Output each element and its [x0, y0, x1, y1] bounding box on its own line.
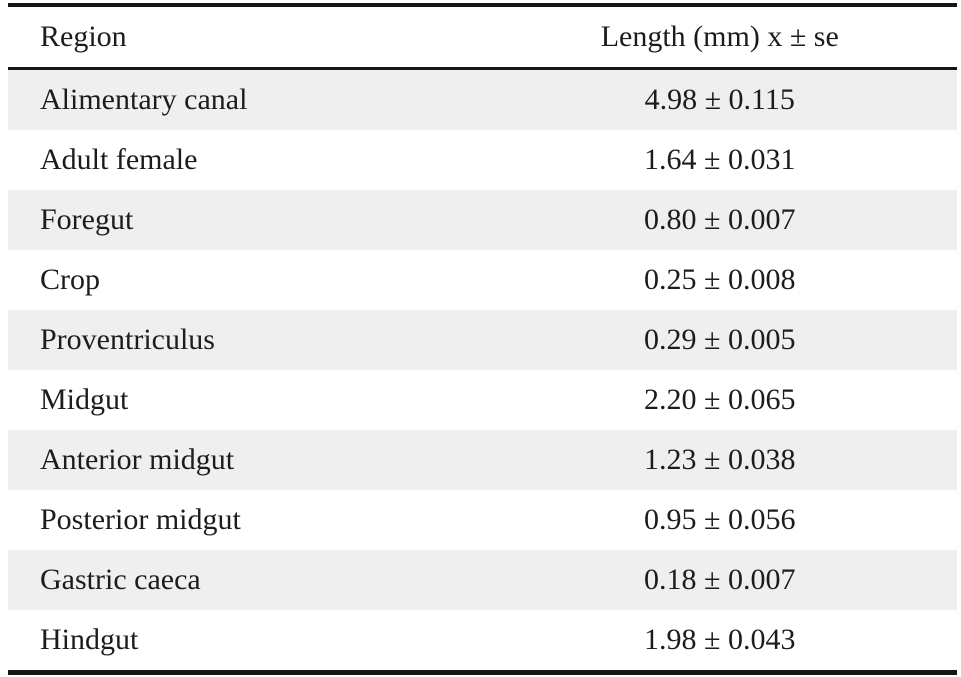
length-cell: 0.80 ± 0.007: [644, 203, 796, 236]
region-cell: Alimentary canal: [40, 83, 248, 116]
bottom-rule: [8, 670, 957, 675]
table-row: Adult female 1.64 ± 0.031: [8, 130, 957, 190]
table-row: Foregut 0.80 ± 0.007: [8, 190, 957, 250]
top-rule: [8, 3, 957, 7]
table-row: Hindgut 1.98 ± 0.043: [8, 610, 957, 670]
table-row: Crop 0.25 ± 0.008: [8, 250, 957, 310]
length-cell: 0.18 ± 0.007: [644, 563, 796, 596]
region-cell: Proventriculus: [40, 323, 215, 356]
table-body: Alimentary canal 4.98 ± 0.115 Adult female…: [8, 70, 957, 670]
header-separator-rule: [8, 67, 957, 70]
column-header-length: Length (mm) x ± se: [600, 20, 839, 53]
length-cell: 0.25 ± 0.008: [644, 263, 796, 296]
region-cell: Crop: [40, 263, 100, 296]
table-row: Proventriculus 0.29 ± 0.005: [8, 310, 957, 370]
region-cell: Hindgut: [40, 623, 139, 656]
length-cell: 0.95 ± 0.056: [644, 503, 796, 536]
results-table: Region Length (mm) x ± se Alimentary can…: [8, 3, 957, 675]
column-header-region: Region: [40, 20, 127, 53]
region-cell: Anterior midgut: [40, 443, 235, 476]
region-cell: Midgut: [40, 383, 129, 416]
region-cell: Adult female: [40, 143, 198, 176]
table-row: Posterior midgut 0.95 ± 0.056: [8, 490, 957, 550]
region-cell: Foregut: [40, 203, 134, 236]
length-cell: 1.98 ± 0.043: [644, 623, 796, 656]
table-row: Midgut 2.20 ± 0.065: [8, 370, 957, 430]
length-cell: 0.29 ± 0.005: [644, 323, 796, 356]
region-cell: Gastric caeca: [40, 563, 201, 596]
length-cell: 1.23 ± 0.038: [644, 443, 796, 476]
length-cell: 2.20 ± 0.065: [644, 383, 796, 416]
length-cell: 1.64 ± 0.031: [644, 143, 796, 176]
region-cell: Posterior midgut: [40, 503, 241, 536]
length-cell: 4.98 ± 0.115: [644, 83, 795, 116]
table-header-row: Region Length (mm) x ± se: [8, 7, 957, 67]
table-row: Alimentary canal 4.98 ± 0.115: [8, 70, 957, 130]
table-row: Gastric caeca 0.18 ± 0.007: [8, 550, 957, 610]
table-row: Anterior midgut 1.23 ± 0.038: [8, 430, 957, 490]
